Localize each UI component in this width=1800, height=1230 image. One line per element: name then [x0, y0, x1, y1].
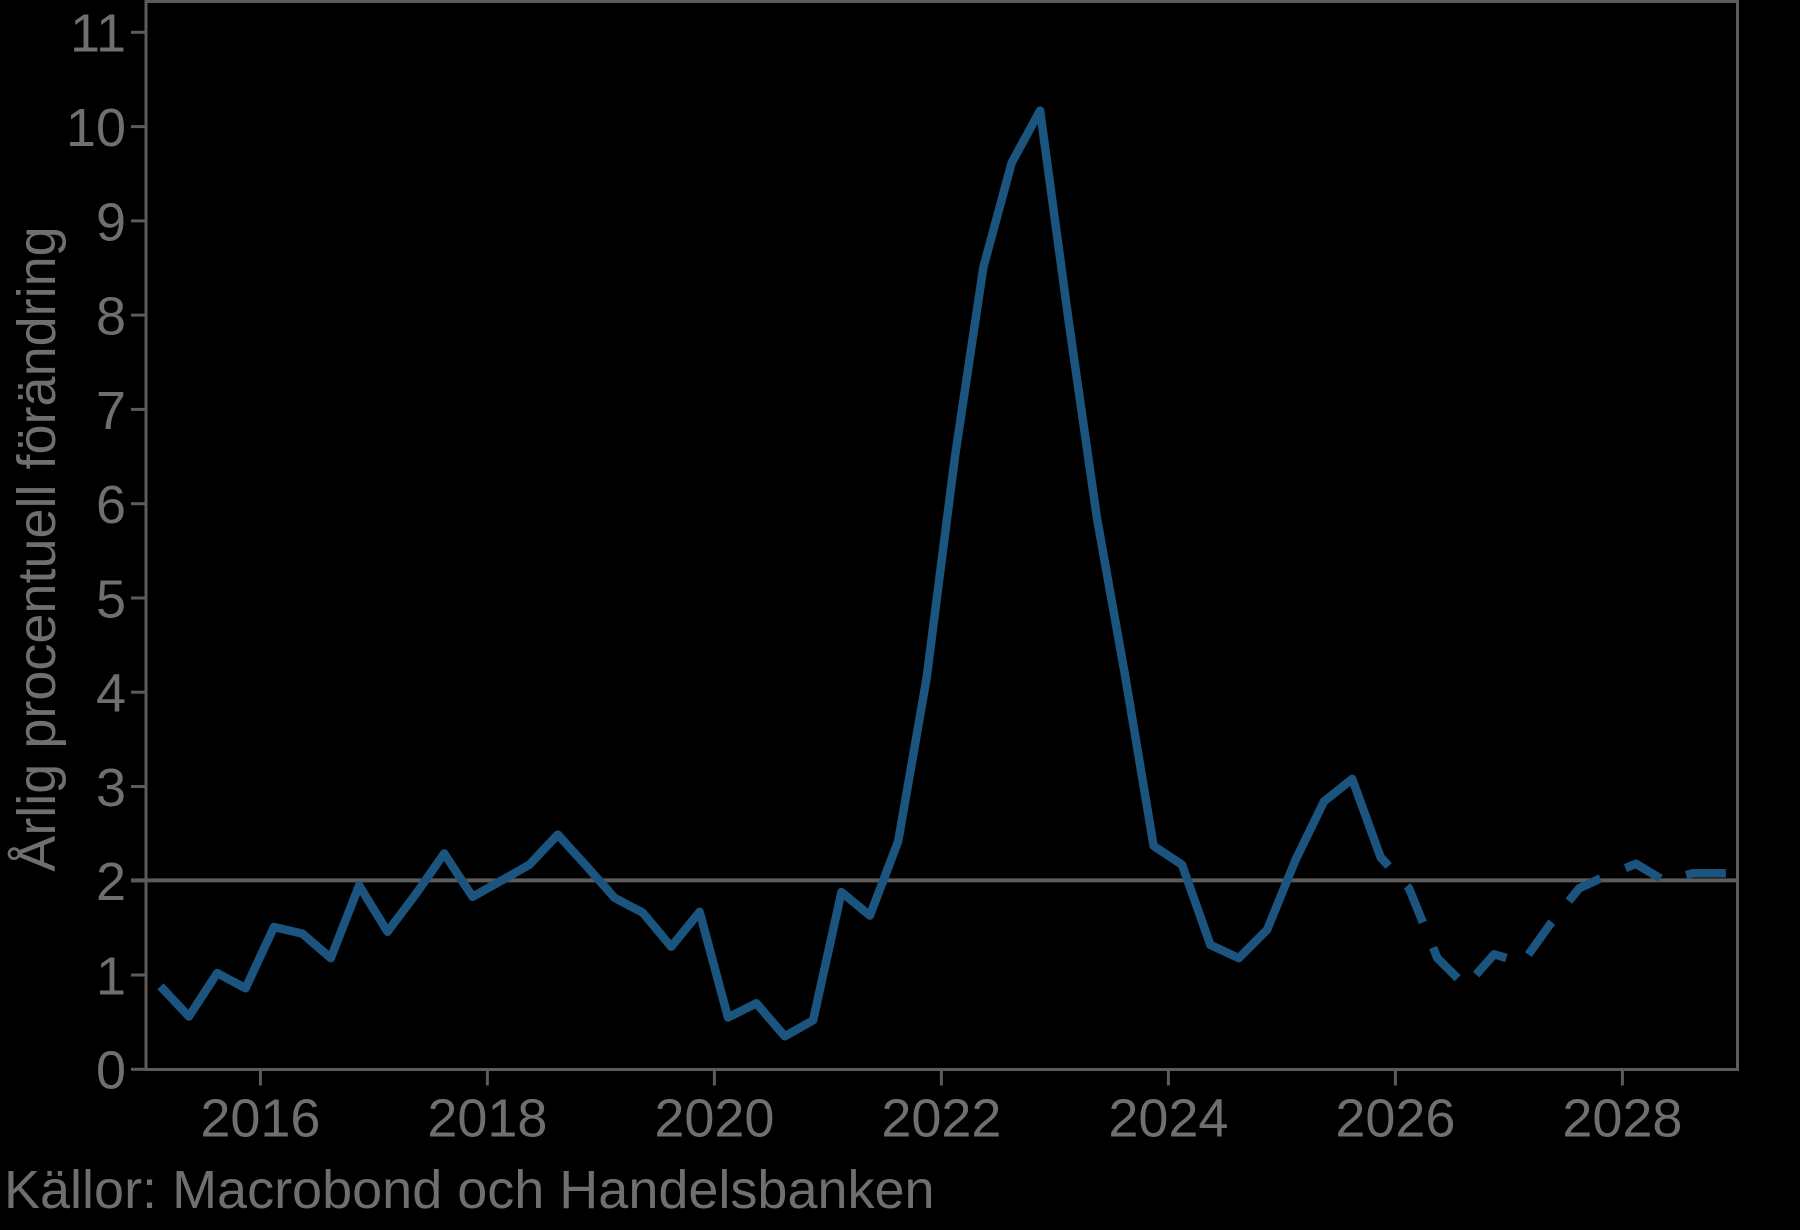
svg-text:6: 6	[96, 475, 126, 535]
svg-text:2024: 2024	[1108, 1089, 1228, 1149]
svg-text:1: 1	[96, 946, 126, 1006]
svg-text:3: 3	[96, 758, 126, 818]
svg-text:10: 10	[66, 98, 126, 158]
svg-text:Årlig procentuell förändring: Årlig procentuell förändring	[7, 226, 67, 871]
svg-text:2016: 2016	[200, 1089, 320, 1149]
svg-text:2020: 2020	[654, 1089, 774, 1149]
svg-text:7: 7	[96, 381, 126, 441]
svg-text:5: 5	[96, 569, 126, 629]
svg-text:2018: 2018	[427, 1089, 547, 1149]
svg-text:4: 4	[96, 664, 126, 724]
svg-text:2: 2	[96, 852, 126, 912]
svg-text:2028: 2028	[1562, 1089, 1682, 1149]
svg-text:11: 11	[70, 4, 126, 64]
svg-text:2026: 2026	[1335, 1089, 1455, 1149]
svg-text:8: 8	[96, 287, 126, 347]
svg-text:9: 9	[96, 192, 126, 252]
svg-text:Källor: Macrobond och Handelsb: Källor: Macrobond och Handelsbanken	[4, 1160, 935, 1220]
svg-text:0: 0	[96, 1041, 126, 1101]
svg-text:2022: 2022	[881, 1089, 1001, 1149]
